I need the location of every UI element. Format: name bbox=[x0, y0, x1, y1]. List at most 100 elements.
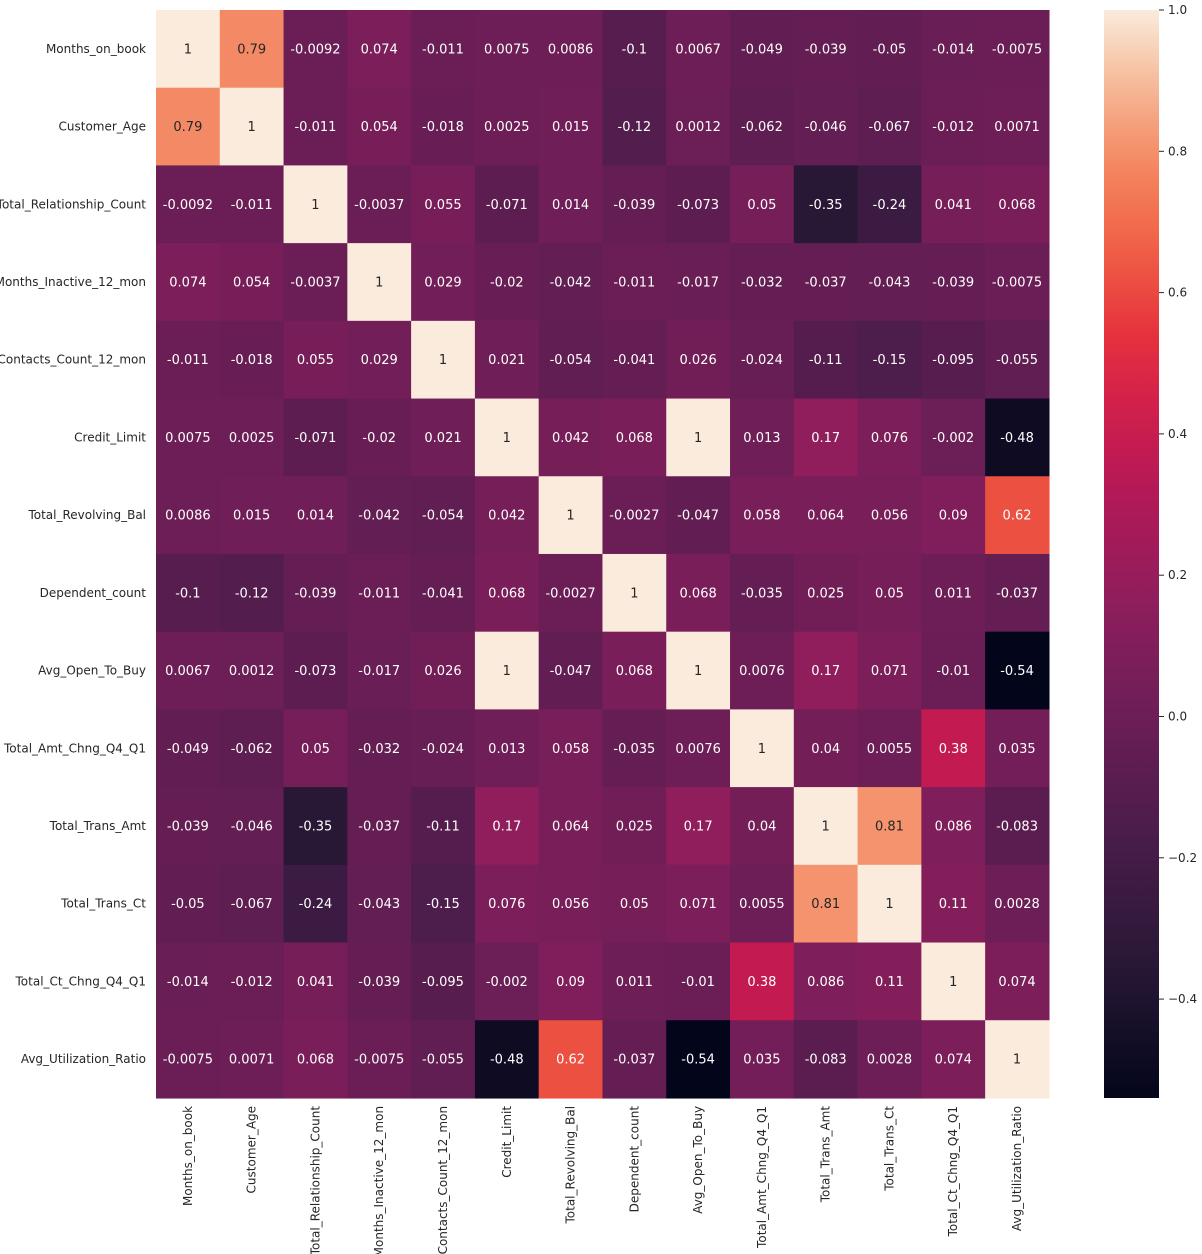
x-tick-label: Avg_Open_To_Buy bbox=[691, 1106, 705, 1214]
heatmap-cell bbox=[156, 10, 221, 89]
cell-value-label: -0.011 bbox=[231, 198, 273, 213]
heatmap-cell bbox=[538, 1020, 604, 1099]
cell-value-label: -0.035 bbox=[741, 586, 783, 601]
heatmap-cell bbox=[538, 787, 604, 866]
x-tick-label: Contacts_Count_12_mon bbox=[436, 1106, 450, 1254]
heatmap-cell bbox=[730, 787, 795, 866]
cell-value-label: -0.083 bbox=[996, 819, 1038, 834]
cell-value-label: 0.81 bbox=[875, 819, 904, 834]
heatmap-cell bbox=[666, 165, 731, 244]
cell-value-label: -0.05 bbox=[171, 897, 205, 912]
heatmap-cell bbox=[156, 709, 221, 788]
heatmap-cell bbox=[283, 398, 348, 477]
cell-value-label: 0.026 bbox=[680, 353, 717, 368]
cell-value-label: -0.54 bbox=[681, 1053, 715, 1068]
heatmap-cell bbox=[411, 1020, 476, 1099]
heatmap-cell bbox=[219, 942, 285, 1021]
cell-value-label: -0.011 bbox=[294, 120, 336, 135]
cell-value-label: -0.095 bbox=[932, 353, 974, 368]
cell-value-label: 1 bbox=[184, 42, 192, 57]
heatmap-cell bbox=[857, 476, 922, 555]
heatmap-cell bbox=[730, 243, 795, 322]
heatmap-cell bbox=[602, 165, 667, 244]
heatmap-cell bbox=[219, 709, 285, 788]
cell-value-label: 1 bbox=[694, 664, 702, 679]
heatmap-cell bbox=[411, 553, 476, 633]
heatmap-cell bbox=[474, 787, 540, 866]
x-tick-label: Months_Inactive_12_mon bbox=[372, 1106, 386, 1254]
cell-value-label: 0.0075 bbox=[165, 431, 211, 446]
cell-value-label: 0.11 bbox=[875, 975, 904, 990]
heatmap-cell bbox=[538, 398, 604, 477]
heatmap-cell bbox=[474, 398, 540, 477]
heatmap-cell bbox=[985, 320, 1050, 400]
cell-value-label: 0.17 bbox=[811, 664, 840, 679]
heatmap-cell bbox=[602, 10, 667, 89]
cell-value-label: -0.35 bbox=[299, 819, 333, 834]
heatmap-cell bbox=[985, 1020, 1050, 1099]
heatmap-cell bbox=[156, 942, 221, 1021]
heatmap-cell bbox=[857, 1020, 922, 1099]
cell-value-label: -0.014 bbox=[167, 975, 209, 990]
cell-value-label: 0.013 bbox=[488, 742, 525, 757]
cell-value-label: 0.074 bbox=[998, 975, 1035, 990]
cell-value-label: 0.064 bbox=[807, 509, 844, 524]
heatmap-cell bbox=[921, 87, 986, 167]
heatmap-cell bbox=[156, 631, 221, 710]
colorbar-tick-label: 0.4 bbox=[1168, 427, 1187, 441]
cell-value-label: -0.032 bbox=[358, 742, 400, 757]
heatmap-cell bbox=[219, 476, 285, 555]
heatmap-cell bbox=[857, 398, 922, 477]
cell-value-label: 0.071 bbox=[871, 664, 908, 679]
cell-value-label: 0.056 bbox=[871, 509, 908, 524]
heatmap-cell bbox=[219, 243, 285, 322]
heatmap-cell bbox=[985, 243, 1050, 322]
cell-value-label: -0.041 bbox=[422, 586, 464, 601]
cell-value-label: 0.025 bbox=[616, 819, 653, 834]
cell-value-label: -0.073 bbox=[294, 664, 336, 679]
heatmap-cell bbox=[156, 165, 221, 244]
cell-value-label: -0.012 bbox=[932, 120, 974, 135]
heatmap-cell bbox=[219, 631, 285, 710]
cell-value-label: 1 bbox=[566, 509, 574, 524]
heatmap-cell bbox=[857, 10, 922, 89]
heatmap-cell bbox=[666, 87, 731, 167]
x-tick-label: Total_Trans_Ct bbox=[882, 1106, 896, 1192]
heatmap-cell bbox=[283, 864, 348, 944]
heatmap-cell bbox=[666, 243, 731, 322]
cell-value-label: 0.055 bbox=[424, 198, 461, 213]
cell-value-label: 0.0055 bbox=[867, 742, 913, 757]
heatmap-cell bbox=[411, 165, 476, 244]
cell-value-label: 0.0076 bbox=[675, 742, 721, 757]
cell-value-label: -0.11 bbox=[426, 819, 460, 834]
cell-value-label: 0.011 bbox=[616, 975, 653, 990]
cell-value-label: 0.0025 bbox=[484, 120, 530, 135]
heatmap-cell bbox=[666, 398, 731, 477]
heatmap-cell bbox=[793, 709, 859, 788]
y-tick-label: Avg_Utilization_Ratio bbox=[21, 1052, 146, 1066]
heatmap-cell bbox=[985, 476, 1050, 555]
heatmap-cell bbox=[793, 398, 859, 477]
cell-value-label: -0.083 bbox=[805, 1053, 847, 1068]
cell-value-label: 1 bbox=[1013, 1053, 1021, 1068]
heatmap-cell bbox=[793, 476, 859, 555]
heatmap-cell bbox=[857, 165, 922, 244]
cell-value-label: 1 bbox=[439, 353, 447, 368]
heatmap-cell bbox=[666, 864, 731, 944]
cell-value-label: 0.035 bbox=[998, 742, 1035, 757]
cell-value-label: 0.064 bbox=[552, 819, 589, 834]
heatmap-cell bbox=[730, 942, 795, 1021]
y-tick-label: Total_Revolving_Bal bbox=[27, 508, 146, 522]
heatmap-cell bbox=[602, 864, 667, 944]
heatmap-cell bbox=[347, 476, 412, 555]
cell-value-label: 0.62 bbox=[1003, 509, 1032, 524]
cell-value-label: -0.01 bbox=[681, 975, 715, 990]
heatmap-cell bbox=[793, 1020, 859, 1099]
heatmap-cell bbox=[793, 787, 859, 866]
cell-value-label: -0.0075 bbox=[992, 275, 1042, 290]
heatmap-cell bbox=[156, 553, 221, 633]
heatmap-cell bbox=[857, 709, 922, 788]
cell-value-label: 0.0086 bbox=[165, 509, 211, 524]
heatmap-cell bbox=[411, 631, 476, 710]
heatmap-cell bbox=[666, 10, 731, 89]
